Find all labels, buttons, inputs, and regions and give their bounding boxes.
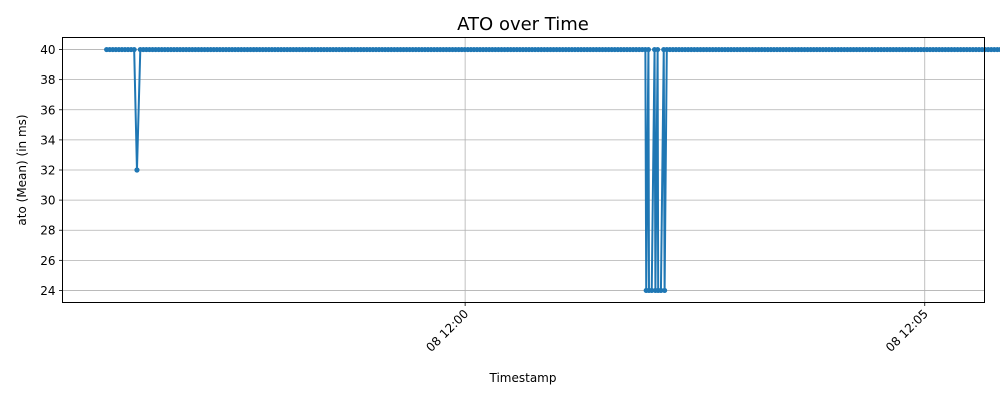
chart-title: ATO over Time	[457, 14, 589, 35]
y-tick-label: 28	[40, 224, 55, 238]
y-tick-label: 40	[40, 43, 55, 57]
y-tick-label: 24	[40, 284, 55, 298]
data-point	[131, 46, 137, 53]
x-axis-title: Timestamp	[489, 371, 557, 385]
data-point	[997, 46, 1000, 53]
y-tick-label: 32	[40, 164, 55, 178]
y-axis: 24 26 28 30 32 34 36 38 40	[40, 43, 63, 298]
data-point	[134, 167, 140, 173]
y-tick-label: 26	[40, 254, 55, 268]
y-tick-label: 36	[40, 103, 55, 117]
y-tick-label: 38	[40, 73, 55, 87]
data-point	[649, 287, 655, 294]
series-group	[104, 46, 1000, 294]
y-tick-label: 34	[40, 133, 55, 147]
data-point	[655, 46, 661, 53]
series	[104, 46, 1000, 294]
y-axis-title: ato (Mean) (in ms)	[15, 114, 29, 225]
y-tick-label: 30	[40, 194, 55, 208]
data-point	[645, 46, 652, 53]
data-point	[662, 287, 668, 294]
data-point	[658, 287, 664, 294]
